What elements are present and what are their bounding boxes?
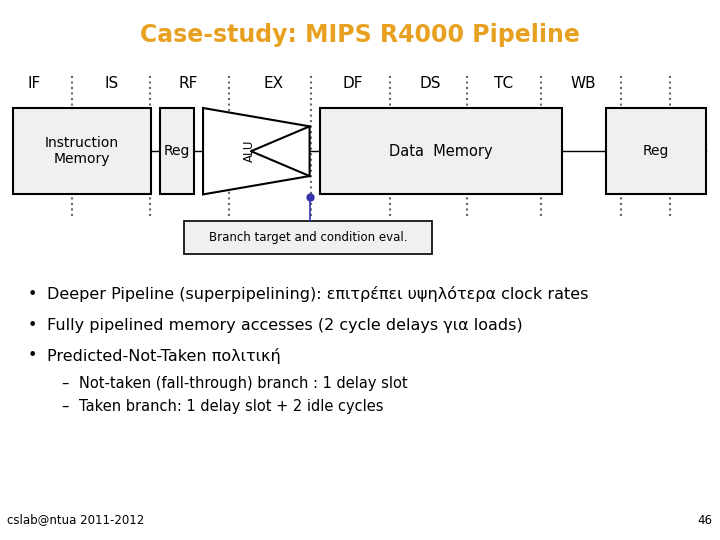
- Text: Predicted-Not-Taken πολιτική: Predicted-Not-Taken πολιτική: [47, 348, 281, 364]
- Text: •: •: [27, 287, 37, 302]
- Bar: [320, 108, 562, 194]
- Text: –: –: [61, 376, 68, 391]
- Text: –: –: [61, 399, 68, 414]
- Text: EX: EX: [264, 76, 284, 91]
- Text: IS: IS: [104, 76, 119, 91]
- Bar: [606, 108, 706, 194]
- Bar: [160, 108, 194, 194]
- Text: Data  Memory: Data Memory: [390, 144, 492, 159]
- Text: Reg: Reg: [164, 144, 190, 158]
- Text: TC: TC: [495, 76, 513, 91]
- Text: Instruction
Memory: Instruction Memory: [45, 136, 119, 166]
- Text: DF: DF: [343, 76, 363, 91]
- Text: cslab@ntua 2011-2012: cslab@ntua 2011-2012: [7, 514, 145, 526]
- Text: RF: RF: [179, 76, 198, 91]
- Text: 46: 46: [698, 514, 713, 526]
- Polygon shape: [203, 108, 310, 194]
- Text: Deeper Pipeline (superpipelining): επιτρέπει υψηλότερα clock rates: Deeper Pipeline (superpipelining): επιτρ…: [47, 286, 588, 302]
- Text: •: •: [27, 348, 37, 363]
- Text: Taken branch: 1 delay slot + 2 idle cycles: Taken branch: 1 delay slot + 2 idle cycl…: [79, 399, 384, 414]
- Text: Case-study: MIPS R4000 Pipeline: Case-study: MIPS R4000 Pipeline: [140, 23, 580, 47]
- Text: Fully pipelined memory accesses (2 cycle delays για loads): Fully pipelined memory accesses (2 cycle…: [47, 318, 523, 333]
- Text: ALU: ALU: [243, 140, 256, 163]
- Text: DS: DS: [420, 76, 441, 91]
- Text: •: •: [27, 318, 37, 333]
- Bar: [13, 108, 151, 194]
- Text: Reg: Reg: [643, 144, 669, 158]
- Text: IF: IF: [28, 76, 41, 91]
- Text: WB: WB: [570, 76, 596, 91]
- Bar: [184, 221, 432, 254]
- Text: Not-taken (fall-through) branch : 1 delay slot: Not-taken (fall-through) branch : 1 dela…: [79, 376, 408, 391]
- Text: Branch target and condition eval.: Branch target and condition eval.: [209, 231, 407, 244]
